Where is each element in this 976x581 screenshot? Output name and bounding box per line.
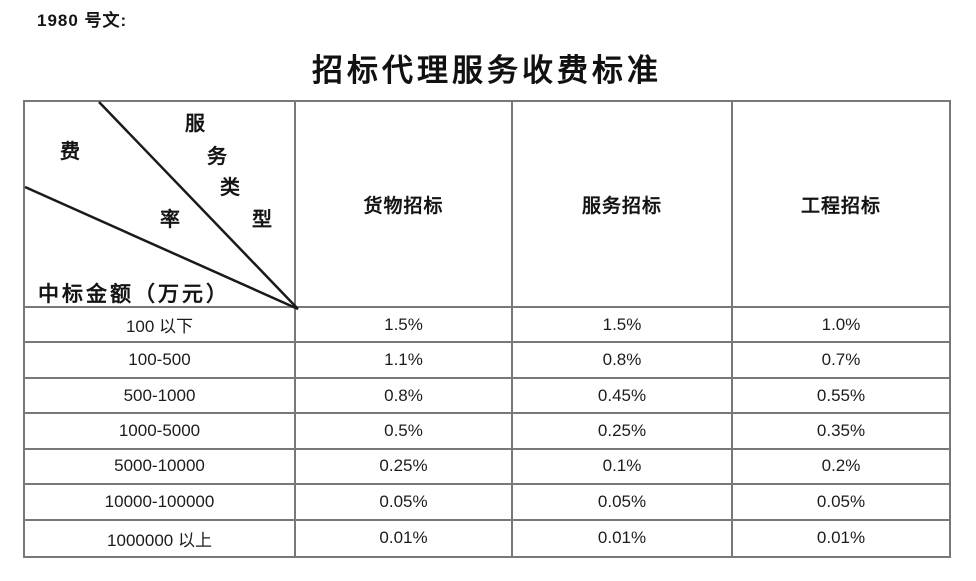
- diagonal-divider-lines: [24, 101, 299, 311]
- rate-value: 0.05%: [513, 485, 733, 521]
- row-label: 1000-5000: [25, 414, 296, 450]
- corner-axis-amount-label: 中标金额（万元）: [38, 282, 230, 306]
- rate-value: 0.8%: [513, 343, 733, 379]
- rate-value: 0.25%: [513, 414, 733, 450]
- corner-axis-service-type-char: 型: [252, 209, 272, 231]
- column-header-service: 服务招标: [513, 102, 733, 308]
- rate-value: 1.1%: [296, 343, 513, 379]
- row-label: 100 以下: [25, 308, 296, 344]
- corner-axis-service-type-char: 类: [220, 177, 240, 199]
- row-label: 100-500: [25, 343, 296, 379]
- rate-value: 0.05%: [296, 485, 513, 521]
- row-label: 500-1000: [25, 378, 296, 415]
- document-number-label: 1980 号文:: [37, 11, 128, 30]
- rate-value: 0.45%: [513, 378, 733, 415]
- rate-value: 1.0%: [733, 308, 949, 344]
- rate-value: 0.05%: [733, 485, 949, 521]
- page-title: 招标代理服务收费标准: [312, 53, 662, 88]
- column-header-engineering: 工程招标: [733, 102, 949, 308]
- fee-standard-table: 服 务 类 型 费 率 中标金额（万元） 货物招标 服务招标 工程招标 100 …: [23, 100, 951, 558]
- rate-value: 1.5%: [513, 308, 733, 344]
- column-header-goods: 货物招标: [296, 102, 513, 308]
- table-corner-cell: 服 务 类 型 费 率 中标金额（万元）: [24, 101, 299, 311]
- corner-axis-service-type-char: 服: [185, 113, 205, 135]
- rate-value: 0.35%: [733, 414, 949, 450]
- row-label: 5000-10000: [25, 449, 296, 486]
- rate-value: 0.2%: [733, 450, 949, 486]
- row-label: 10000-100000: [25, 485, 296, 521]
- rate-value: 0.8%: [296, 378, 513, 415]
- row-label: 1000000 以上: [25, 520, 296, 556]
- rate-value: 0.25%: [296, 449, 513, 486]
- rate-value: 0.7%: [733, 343, 949, 379]
- rate-value: 1.5%: [296, 308, 513, 344]
- corner-axis-rate-char: 费: [60, 141, 80, 163]
- rate-value: 0.01%: [513, 520, 733, 556]
- rate-value: 0.1%: [513, 449, 733, 486]
- corner-axis-rate-char: 率: [160, 209, 180, 231]
- corner-axis-service-type-char: 务: [207, 146, 227, 168]
- rate-value: 0.01%: [816, 528, 866, 548]
- rate-value: 0.5%: [296, 414, 513, 450]
- rate-value: 0.55%: [733, 379, 949, 415]
- rate-value: 0.01%: [296, 520, 513, 556]
